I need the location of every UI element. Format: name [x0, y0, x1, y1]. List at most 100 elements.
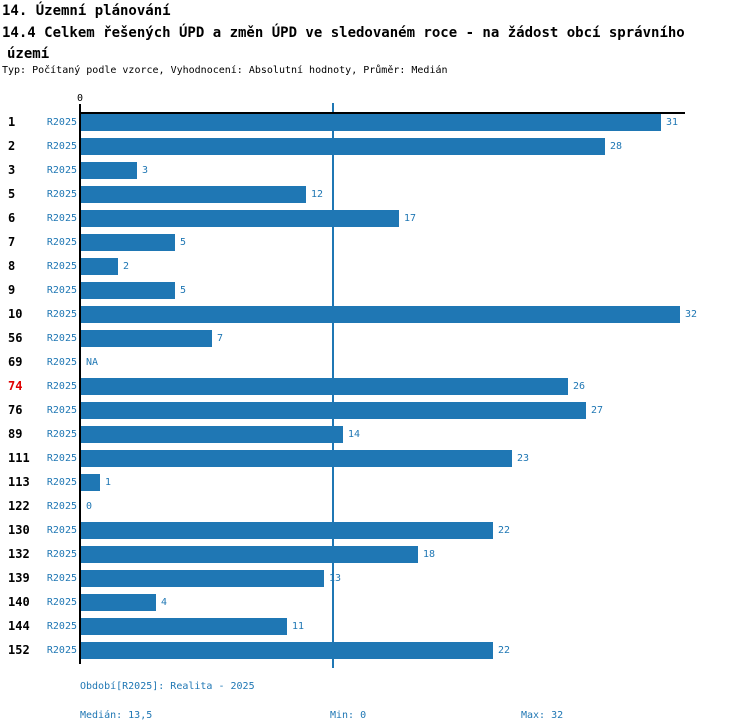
bar-value-label: 31: [666, 116, 679, 128]
bar-zone: NA: [81, 357, 750, 368]
x-axis-line: [79, 112, 685, 114]
value-bar: [81, 473, 100, 491]
bar-zone: 2: [81, 257, 750, 275]
median-stat: Medián: 13,5: [80, 710, 153, 721]
bar-zone: 18: [81, 545, 750, 563]
value-bar: [81, 305, 680, 323]
series-period-label: R2025: [46, 260, 77, 272]
bar-value-label: NA: [86, 356, 99, 368]
row-id-label: 113: [8, 475, 30, 489]
row-id-label: 76: [8, 403, 23, 417]
value-bar: [81, 521, 493, 539]
series-period-label: R2025: [46, 644, 77, 656]
value-bar: [81, 257, 118, 275]
bar-value-label: 18: [423, 548, 436, 560]
series-period-label: R2025: [46, 452, 77, 464]
bar-value-label: 12: [311, 188, 324, 200]
bar-value-label: 27: [591, 404, 604, 416]
series-period-label: R2025: [46, 356, 77, 368]
value-bar: [81, 569, 324, 587]
value-bar: [81, 593, 156, 611]
bar-value-label: 0: [86, 500, 93, 512]
page-title: 14. Územní plánování: [2, 3, 171, 19]
series-period-label: R2025: [46, 212, 77, 224]
x-axis-zero-tick-label: 0: [76, 93, 84, 104]
bar-zone: 23: [81, 449, 750, 467]
row-id-label: 130: [8, 523, 30, 537]
bar-zone: 22: [81, 641, 750, 659]
chart-row: 3 R2025 3: [0, 158, 750, 182]
chart-row: 7 R2025 5: [0, 230, 750, 254]
chart-row: 132 R2025 18: [0, 542, 750, 566]
chart-row: 76 R2025 27: [0, 398, 750, 422]
chart-row: 74 R2025 26: [0, 374, 750, 398]
value-bar: [81, 233, 175, 251]
chart-row: 113 R2025 1: [0, 470, 750, 494]
chart-row: 111 R2025 23: [0, 446, 750, 470]
chart-row: 5 R2025 12: [0, 182, 750, 206]
row-id-label: 5: [8, 187, 16, 201]
chart-row: 10 R2025 32: [0, 302, 750, 326]
bar-zone: 13: [81, 569, 750, 587]
bar-value-label: 5: [180, 236, 187, 248]
bar-value-label: 23: [517, 452, 530, 464]
series-period-label: R2025: [46, 500, 77, 512]
series-period-label: R2025: [46, 140, 77, 152]
bar-value-label: 3: [142, 164, 149, 176]
series-period-label: R2025: [46, 188, 77, 200]
bar-value-label: 26: [573, 380, 586, 392]
series-period-label: R2025: [46, 428, 77, 440]
bar-value-label: 1: [105, 476, 112, 488]
chart-row: 2 R2025 28: [0, 134, 750, 158]
series-period-label: R2025: [46, 548, 77, 560]
chart-row: 9 R2025 5: [0, 278, 750, 302]
value-bar: [81, 281, 175, 299]
chart-title-line2: území: [7, 46, 50, 62]
bar-zone: 32: [81, 305, 750, 323]
value-bar: [81, 449, 512, 467]
series-period-label: R2025: [46, 476, 77, 488]
bar-value-label: 14: [348, 428, 361, 440]
bar-zone: 12: [81, 185, 750, 203]
series-period-label: R2025: [46, 596, 77, 608]
chart-title-line1: 14.4 Celkem řešených ÚPD a změn ÚPD ve s…: [2, 25, 685, 41]
series-period-label: R2025: [46, 572, 77, 584]
bar-zone: 11: [81, 617, 750, 635]
value-bar: [81, 401, 586, 419]
row-id-label: 6: [8, 211, 16, 225]
bar-value-label: 11: [292, 620, 305, 632]
chart-row: 152 R2025 22: [0, 638, 750, 662]
bar-zone: 1: [81, 473, 750, 491]
chart-row: 1 R2025 31: [0, 110, 750, 134]
period-legend: Období[R2025]: Realita - 2025: [80, 681, 255, 692]
max-stat: Max: 32: [521, 710, 564, 721]
value-bar: [81, 209, 399, 227]
bar-value-label: 32: [685, 308, 698, 320]
series-period-label: R2025: [46, 236, 77, 248]
bar-zone: 0: [81, 501, 750, 512]
bar-zone: 22: [81, 521, 750, 539]
value-bar: [81, 137, 605, 155]
chart-row: 130 R2025 22: [0, 518, 750, 542]
value-bar: [81, 329, 212, 347]
value-bar: [81, 425, 343, 443]
series-period-label: R2025: [46, 524, 77, 536]
bar-value-label: 5: [180, 284, 187, 296]
bar-value-label: 7: [217, 332, 224, 344]
min-stat: Min: 0: [330, 710, 367, 721]
series-period-label: R2025: [46, 332, 77, 344]
bar-zone: 17: [81, 209, 750, 227]
bar-value-label: 22: [498, 644, 511, 656]
row-id-label: 132: [8, 547, 30, 561]
row-id-label: 152: [8, 643, 30, 657]
row-id-label: 89: [8, 427, 23, 441]
series-period-label: R2025: [46, 164, 77, 176]
chart-row: 89 R2025 14: [0, 422, 750, 446]
value-bar: [81, 185, 306, 203]
value-bar: [81, 617, 287, 635]
bar-value-label: 17: [404, 212, 417, 224]
bar-zone: 14: [81, 425, 750, 443]
chart-row: 6 R2025 17: [0, 206, 750, 230]
bar-zone: 26: [81, 377, 750, 395]
bar-zone: 5: [81, 281, 750, 299]
